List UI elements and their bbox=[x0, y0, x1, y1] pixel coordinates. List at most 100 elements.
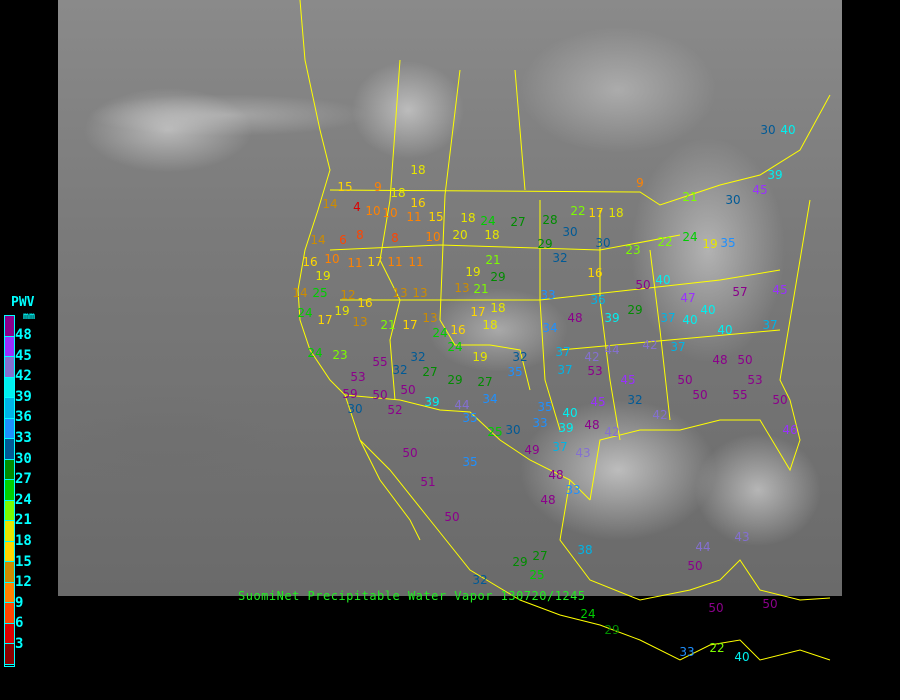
station-pwv-value: 14 bbox=[322, 197, 338, 211]
station-pwv-value: 39 bbox=[558, 421, 574, 435]
station-pwv-value: 45 bbox=[590, 395, 606, 409]
station-pwv-value: 25 bbox=[529, 568, 545, 582]
station-pwv-value: 45 bbox=[620, 373, 636, 387]
station-pwv-value: 36 bbox=[590, 293, 606, 307]
legend-tick-label: 45 bbox=[15, 347, 32, 364]
legend-tick-label: 15 bbox=[15, 553, 32, 570]
station-pwv-value: 50 bbox=[708, 601, 724, 615]
legend-swatch bbox=[5, 459, 14, 480]
station-pwv-value: 50 bbox=[737, 353, 753, 367]
station-pwv-value: 52 bbox=[387, 403, 403, 417]
legend-swatch bbox=[5, 500, 14, 521]
station-pwv-value: 18 bbox=[608, 206, 624, 220]
legend-swatch bbox=[5, 521, 14, 542]
state-lines bbox=[329, 234, 681, 251]
legend-tick-label: 30 bbox=[15, 450, 32, 467]
station-pwv-value: 39 bbox=[424, 395, 440, 409]
station-pwv-value: 13 bbox=[454, 281, 470, 295]
station-pwv-value: 50 bbox=[687, 559, 703, 573]
station-pwv-value: 8 bbox=[356, 228, 364, 242]
station-pwv-value: 17 bbox=[470, 305, 486, 319]
station-pwv-value: 18 bbox=[390, 186, 406, 200]
station-pwv-value: 21 bbox=[485, 253, 501, 267]
station-pwv-value: 33 bbox=[532, 416, 548, 430]
station-pwv-value: 37 bbox=[670, 340, 686, 354]
station-pwv-value: 19 bbox=[315, 269, 331, 283]
station-pwv-value: 48 bbox=[712, 353, 728, 367]
station-pwv-value: 53 bbox=[350, 370, 366, 384]
station-pwv-value: 10 bbox=[365, 204, 381, 218]
station-pwv-value: 30 bbox=[562, 225, 578, 239]
station-pwv-value: 49 bbox=[524, 443, 540, 457]
legend-tick-label: 12 bbox=[15, 574, 32, 591]
station-pwv-value: 39 bbox=[604, 311, 620, 325]
station-pwv-value: 45 bbox=[772, 283, 788, 297]
station-pwv-value: 35 bbox=[462, 455, 478, 469]
station-pwv-value: 32 bbox=[512, 350, 528, 364]
station-pwv-value: 29 bbox=[490, 270, 506, 284]
station-pwv-value: 19 bbox=[472, 350, 488, 364]
station-pwv-value: 14 bbox=[292, 286, 308, 300]
station-pwv-value: 18 bbox=[482, 318, 498, 332]
station-pwv-value: 11 bbox=[406, 210, 422, 224]
station-pwv-value: 10 bbox=[324, 252, 340, 266]
station-pwv-value: 30 bbox=[505, 423, 521, 437]
station-pwv-value: 34 bbox=[482, 392, 498, 406]
station-pwv-value: 6 bbox=[339, 233, 347, 247]
state-lines bbox=[559, 329, 781, 351]
station-pwv-value: 16 bbox=[302, 255, 318, 269]
station-pwv-value: 42 bbox=[584, 350, 600, 364]
mexico-coast bbox=[359, 439, 831, 661]
station-pwv-value: 13 bbox=[392, 286, 408, 300]
station-pwv-value: 53 bbox=[747, 373, 763, 387]
station-pwv-value: 43 bbox=[734, 530, 750, 544]
station-pwv-value: 9 bbox=[374, 180, 382, 194]
station-pwv-value: 25 bbox=[312, 286, 328, 300]
station-pwv-value: 22 bbox=[709, 641, 725, 655]
station-pwv-value: 20 bbox=[452, 228, 468, 242]
station-pwv-value: 40 bbox=[562, 406, 578, 420]
state-lines bbox=[599, 210, 621, 441]
station-pwv-value: 55 bbox=[372, 355, 388, 369]
station-pwv-value: 50 bbox=[677, 373, 693, 387]
station-pwv-value: 51 bbox=[420, 475, 436, 489]
legend-tick-label: 42 bbox=[15, 368, 32, 385]
station-pwv-value: 50 bbox=[400, 383, 416, 397]
legend-tick-label: 24 bbox=[15, 491, 32, 508]
station-pwv-value: 34 bbox=[542, 321, 558, 335]
station-pwv-value: 44 bbox=[695, 540, 711, 554]
legend-unit: mm bbox=[23, 311, 36, 322]
station-pwv-value: 37 bbox=[762, 318, 778, 332]
station-pwv-value: 12 bbox=[340, 288, 356, 302]
station-pwv-value: 50 bbox=[692, 388, 708, 402]
west-coastline bbox=[297, 0, 421, 541]
station-pwv-value: 16 bbox=[357, 296, 373, 310]
station-pwv-value: 11 bbox=[408, 255, 424, 269]
station-pwv-value: 57 bbox=[732, 285, 748, 299]
legend-swatch bbox=[5, 439, 14, 460]
station-pwv-value: 29 bbox=[627, 303, 643, 317]
legend-tick-label: 18 bbox=[15, 533, 32, 549]
station-pwv-value: 28 bbox=[542, 213, 558, 227]
station-pwv-value: 50 bbox=[444, 510, 460, 524]
station-pwv-value: 19 bbox=[702, 237, 718, 251]
caption: SuomiNet Precipitable Water Vapor 130720… bbox=[238, 589, 586, 603]
legend-tick-label: 39 bbox=[15, 388, 32, 405]
station-pwv-value: 23 bbox=[332, 348, 348, 362]
station-pwv-value: 37 bbox=[660, 311, 676, 325]
station-pwv-value: 35 bbox=[720, 236, 736, 250]
station-pwv-value: 27 bbox=[532, 549, 548, 563]
legend-tick-label: 9 bbox=[15, 594, 24, 611]
legend-tick-label: 6 bbox=[15, 615, 24, 632]
station-pwv-value: 10 bbox=[382, 206, 398, 220]
station-pwv-value: 25 bbox=[487, 425, 503, 439]
legend-tick-label: 33 bbox=[15, 430, 32, 446]
station-pwv-value: 30 bbox=[760, 123, 776, 137]
legend-swatch bbox=[5, 480, 14, 501]
station-pwv-value: 42 bbox=[604, 425, 620, 439]
station-pwv-value: 17 bbox=[588, 206, 604, 220]
station-pwv-value: 24 bbox=[297, 306, 313, 320]
station-pwv-value: 48 bbox=[540, 493, 556, 507]
station-pwv-value: 14 bbox=[310, 233, 326, 247]
station-pwv-value: 18 bbox=[490, 301, 506, 315]
